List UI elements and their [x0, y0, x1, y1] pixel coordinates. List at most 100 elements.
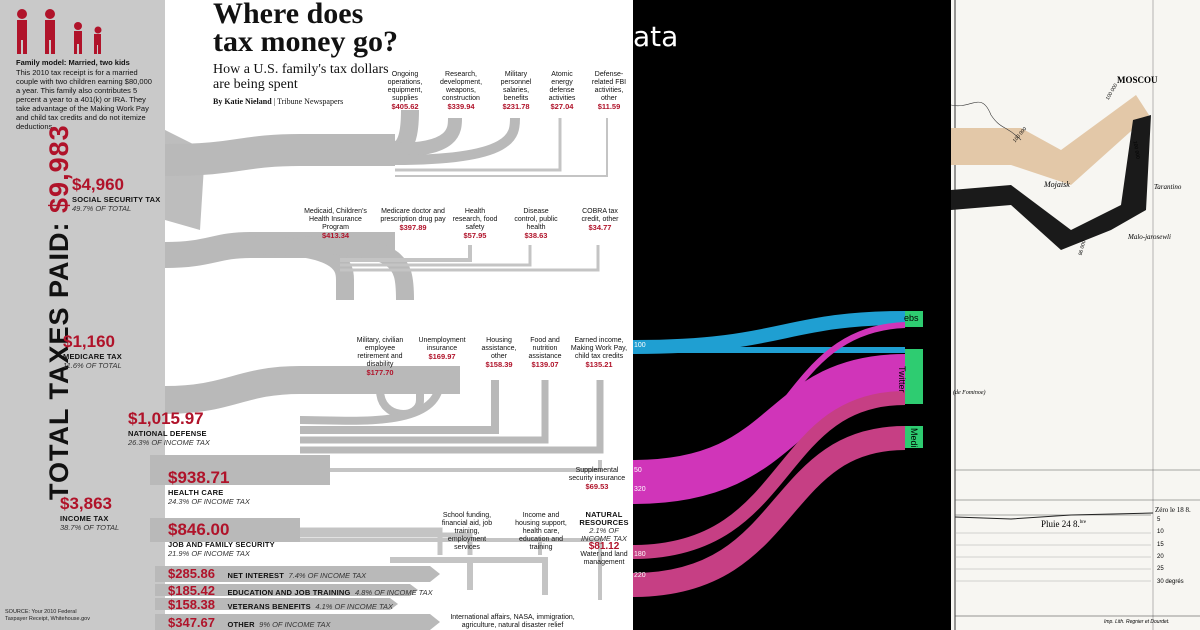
title-line-2: tax money go? [213, 25, 398, 58]
flow-number: 50 [634, 467, 642, 474]
temp-zero: Zéro le 18 8. [1155, 506, 1191, 514]
spend-label: NATIONAL DEFENSE [128, 429, 207, 438]
health-item: Medicaid, Children's Health Insurance Pr… [304, 208, 367, 240]
bar-label: EDUCATION AND JOB TRAINING [227, 588, 351, 597]
bar-amount: $158.38 [168, 597, 215, 612]
page-title: Where does tax money go? [213, 0, 413, 58]
minard-panel: MOSCOU Mojaisk Tarantino Malo-jarosewli … [951, 0, 1200, 630]
edu-item: Income and housing support, health care,… [515, 512, 567, 551]
total-taxes-paid: TOTAL TAXES PAID: $9,983 [8, 124, 74, 500]
flow-diagram [0, 9, 608, 630]
subtitle: How a U.S. family's tax dollars are bein… [213, 62, 389, 92]
bar-label: NET INTEREST [227, 571, 285, 580]
spend-label: HEALTH CARE [168, 488, 224, 497]
spend-label: JOB AND FAMILY SECURITY [168, 540, 275, 549]
bar-pct: 4.8% OF INCOME TAX [355, 588, 433, 597]
job-item: Housing assistance, other $158.39 [481, 337, 517, 369]
bar-label: VETERANS BENEFITS [227, 602, 311, 611]
fominoe-label: (de Fominoe) [953, 390, 986, 396]
health-care-block: $938.71 HEALTH CARE 24.3% OF INCOME TAX [168, 468, 250, 506]
natural-resources-item: NATURAL RESOURCES 2.1% OF INCOME TAX $81… [579, 510, 629, 567]
health-item: Medicare doctor and prescription drug pa… [380, 208, 446, 232]
spend-pct: 26.3% OF INCOME TAX [128, 438, 210, 447]
defense-item: Military personnel salaries, benefits $23… [500, 71, 532, 111]
edu-item: School funding, financial aid, job train… [441, 512, 493, 551]
tax-label: MEDICARE TAX [63, 352, 122, 361]
job-item: Earned income, Making Work Pay, child ta… [570, 337, 628, 369]
node-label: Twitter [897, 366, 907, 393]
left-gray-column [0, 0, 165, 630]
tax-pct: 38.7% OF TOTAL [60, 523, 120, 532]
job-item: Food and nutrition assistance $139.07 [528, 337, 562, 369]
temp-tick: 15 [1157, 542, 1164, 548]
bar-education: $185.42 EDUCATION AND JOB TRAINING 4.8% … [168, 582, 433, 600]
social-security-block: $4,960 SOCIAL SECURITY TAX 49.7% OF TOTA… [72, 175, 160, 213]
family-description: This 2010 tax receipt is for a married c… [16, 68, 152, 131]
city-moscou: MOSCOU [1117, 75, 1158, 85]
other-description: International affairs, NASA, immigration… [450, 614, 575, 629]
job-item: Military, civilian employee retirement a… [356, 337, 404, 377]
tax-amount: $3,863 [60, 494, 112, 513]
bar-pct: 4.1% OF INCOME TAX [315, 602, 393, 611]
tax-label: INCOME TAX [60, 514, 109, 523]
flow-number: 220 [634, 572, 646, 579]
node-label: Medium [909, 428, 919, 461]
defense-item: Atomic energy defense activities $27.04 [548, 71, 576, 111]
flow-number: 320 [634, 486, 646, 493]
health-item: Disease control, public health $38.63 [514, 208, 558, 240]
job-item: Unemployment insurance $169.97 [418, 337, 466, 361]
byline-author: By Katie Nieland [213, 97, 272, 106]
node-bar [905, 311, 923, 327]
bar-other: $347.67 OTHER 9% OF INCOME TAX [168, 614, 331, 630]
temp-tick: 20 [1157, 554, 1164, 560]
flow-number: 100 [634, 342, 646, 349]
node-bar [905, 426, 923, 448]
temp-tick: 30 degrés [1157, 579, 1184, 585]
node-bar [905, 349, 923, 404]
bar-veterans: $158.38 VETERANS BENEFITS 4.1% OF INCOME… [168, 596, 393, 614]
tax-pct: 49.7% OF TOTAL [72, 204, 132, 213]
source-note: SOURCE: Your 2010 Federal Taxpayer Recei… [5, 609, 90, 622]
sankey-panel: ata ebs Twitter Medium 100 50 320 180 22… [633, 0, 951, 630]
tax-label: SOCIAL SECURITY TAX [72, 195, 161, 204]
footer-imprint: Imp. Lith. Regnier et Dourdet. [1104, 619, 1170, 625]
tax-amount: $4,960 [72, 175, 124, 194]
health-item: COBRA tax credit, other $34.77 [581, 208, 619, 232]
sankey-flows [633, 311, 923, 597]
rain-label: Pluie 24 8.bre [1041, 519, 1087, 529]
flow-number: 180 [634, 551, 646, 558]
medicare-block: $1,160 MEDICARE TAX 11.6% OF TOTAL [63, 332, 122, 370]
bar-amount: $185.42 [168, 583, 215, 598]
defense-item: Ongoing operations, equipment, supplies $… [387, 71, 423, 111]
bar-pct: 7.4% OF INCOME TAX [288, 571, 367, 580]
panel-title-fragment: ata [633, 20, 679, 53]
national-defense-block: $1,015.97 NATIONAL DEFENSE 26.3% OF INCO… [128, 409, 210, 447]
city-mojaisk: Mojaisk [1044, 180, 1070, 189]
byline-org: Tribune Newspapers [277, 97, 344, 106]
family-model-heading: Family model: Married, two kids [16, 58, 130, 67]
spend-amount: $846.00 [168, 520, 230, 539]
bar-pct: 9% OF INCOME TAX [259, 620, 331, 629]
city-malo: Malo-jarosewli [1128, 233, 1171, 241]
defense-item: Defense-related FBI activities, other $11… [591, 71, 627, 111]
node-label: ebs [904, 313, 919, 323]
temp-tick: 25 [1157, 566, 1164, 572]
ssi-item: Supplemental security insurance $69.53 [568, 467, 626, 491]
job-family-block: $846.00 JOB AND FAMILY SECURITY 21.9% OF… [168, 520, 275, 558]
total-value: $9,983 [44, 124, 74, 213]
income-tax-block: $3,863 INCOME TAX 38.7% OF TOTAL [60, 494, 119, 532]
bar-net-interest: $285.86 NET INTEREST 7.4% OF INCOME TAX [168, 565, 366, 583]
health-item: Health research, food safety $57.95 [452, 208, 498, 240]
temp-tick: 5 [1157, 517, 1161, 523]
bar-label: OTHER [227, 620, 255, 629]
spend-pct: 24.3% OF INCOME TAX [168, 497, 250, 506]
tax-amount: $1,160 [63, 332, 115, 351]
spend-amount: $1,015.97 [128, 409, 204, 428]
byline: By Katie Nieland | Tribune Newspapers [213, 97, 344, 106]
temp-tick: 10 [1157, 529, 1164, 535]
title-line-1: Where does [213, 0, 364, 30]
tax-pct: 11.6% OF TOTAL [63, 361, 122, 370]
city-tarantino: Tarantino [1154, 183, 1182, 191]
bar-amount: $285.86 [168, 566, 215, 581]
spend-amount: $938.71 [168, 468, 230, 487]
